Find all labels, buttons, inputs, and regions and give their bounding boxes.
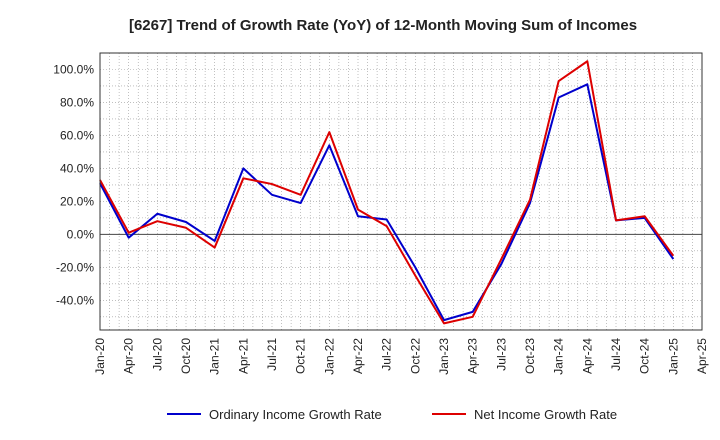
y-tick-label: -20.0% <box>56 260 94 274</box>
grid <box>100 53 702 330</box>
legend: Ordinary Income Growth Rate Net Income Gr… <box>167 407 617 422</box>
x-tick-label: Jan-21 <box>208 338 222 375</box>
x-tick-label: Jan-23 <box>437 338 451 375</box>
x-tick-label: Jul-24 <box>609 338 623 371</box>
series-lines <box>99 60 675 325</box>
x-tick-label: Apr-23 <box>466 338 480 374</box>
x-tick-label: Oct-22 <box>408 338 422 374</box>
x-tick-label: Jan-20 <box>93 338 107 375</box>
y-tick-label: 0.0% <box>67 227 95 241</box>
chart-title: [6267] Trend of Growth Rate (YoY) of 12-… <box>129 17 637 34</box>
series-line-1 <box>99 83 675 322</box>
x-tick-label: Oct-21 <box>294 338 308 374</box>
plot-frame <box>99 52 703 331</box>
y-tick-label: -40.0% <box>56 293 94 307</box>
y-tick-label: 80.0% <box>60 95 94 109</box>
y-tick-label: 100.0% <box>53 62 94 76</box>
x-tick-label: Jan-25 <box>666 338 680 375</box>
x-tick-label: Apr-22 <box>351 338 365 374</box>
x-tick-label: Apr-24 <box>580 338 594 374</box>
x-tick-label: Oct-23 <box>523 338 537 374</box>
x-tick-label: Jul-23 <box>494 338 508 371</box>
x-tick-label: Oct-24 <box>638 338 652 374</box>
y-tick-label: 20.0% <box>60 194 94 208</box>
x-tick-label: Oct-20 <box>179 338 193 374</box>
y-tick-label: 60.0% <box>60 128 94 142</box>
legend-label: Ordinary Income Growth Rate <box>209 407 382 422</box>
x-tick-labels: Jan-20 Apr-20 Jul-20 Oct-20 Jan-21 Apr-21 Jul-… <box>93 338 709 375</box>
x-tick-label: Jul-20 <box>150 338 164 371</box>
y-tick-labels: 100.0% 80.0% 60.0% 40.0% 20.0% 0.0% -20.0% -40.… <box>53 62 94 307</box>
legend-label: Net Income Growth Rate <box>474 407 617 422</box>
x-tick-label: Apr-25 <box>695 338 709 374</box>
y-tick-label: 40.0% <box>60 161 94 175</box>
x-tick-label: Jan-24 <box>552 338 566 375</box>
x-tick-label: Jul-22 <box>380 338 394 371</box>
series-line-2 <box>99 60 675 325</box>
x-tick-label: Jul-21 <box>265 338 279 371</box>
x-tick-label: Apr-20 <box>122 338 136 374</box>
x-tick-label: Apr-21 <box>236 338 250 374</box>
x-tick-label: Jan-22 <box>322 338 336 375</box>
